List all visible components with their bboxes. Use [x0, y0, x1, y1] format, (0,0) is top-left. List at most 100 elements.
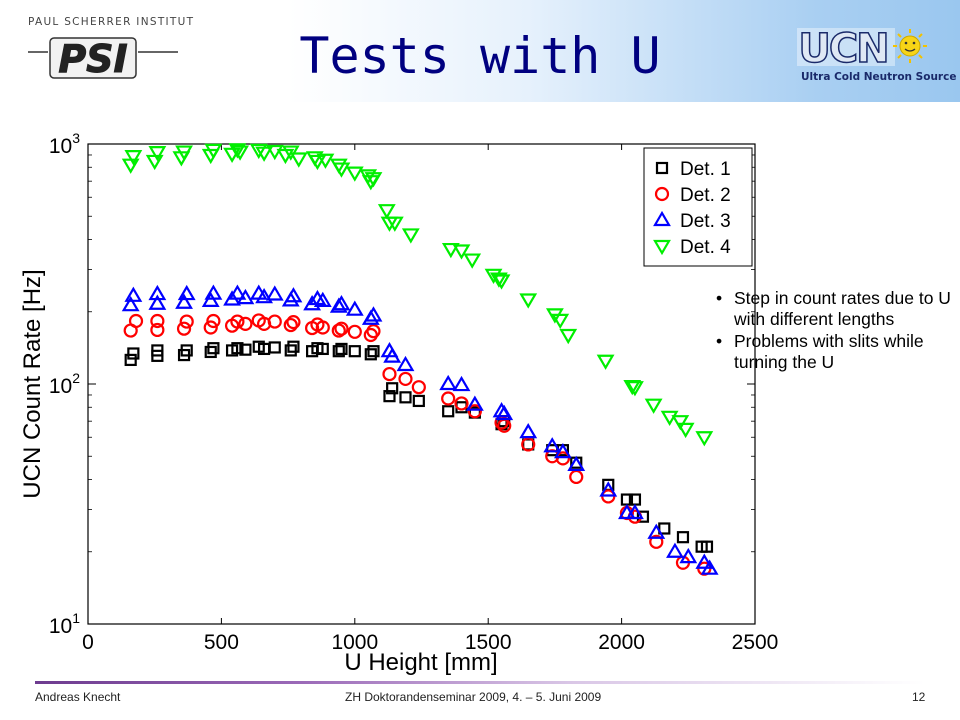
data-point — [332, 345, 345, 358]
data-point — [180, 344, 193, 357]
data-point — [495, 404, 514, 421]
data-point — [383, 390, 396, 403]
data-point — [203, 320, 218, 335]
data-point — [316, 342, 329, 356]
data-point — [412, 394, 425, 408]
data-point — [228, 284, 247, 300]
data-point — [543, 437, 562, 453]
x-tick-label: 1500 — [465, 631, 512, 654]
data-point — [345, 300, 364, 316]
ucn-rate-chart: 0 500 1000 1500 2000 2500 101 102 103 U Height … — [19, 130, 778, 676]
data-point — [366, 324, 381, 339]
data-point — [239, 343, 252, 356]
data-point — [439, 374, 458, 391]
data-point — [287, 340, 300, 353]
data-point — [452, 375, 471, 392]
data-point — [332, 162, 351, 178]
data-point — [176, 321, 192, 336]
bullet-item: • Step in count rates due to U with diff… — [712, 288, 957, 330]
data-point — [175, 145, 193, 161]
data-point — [492, 274, 511, 290]
x-tick-label: 1000 — [331, 631, 378, 654]
data-point — [679, 547, 698, 564]
x-tick-label: 2500 — [732, 631, 779, 654]
data-point — [345, 166, 364, 182]
data-point — [676, 531, 690, 544]
data-point — [452, 244, 471, 260]
data-point — [465, 395, 484, 411]
data-point — [255, 146, 274, 162]
data-point — [334, 321, 349, 336]
data-point — [313, 291, 332, 307]
data-point — [454, 396, 469, 411]
data-point — [441, 242, 460, 259]
footer-author: Andreas Knecht — [35, 690, 121, 704]
data-point — [124, 150, 143, 166]
data-point — [315, 320, 330, 335]
data-point — [308, 154, 327, 171]
data-point — [666, 542, 684, 558]
data-point — [124, 353, 137, 367]
data-point — [467, 404, 482, 419]
psi-wordmark: PSI — [28, 37, 178, 82]
data-point — [555, 451, 571, 466]
data-point — [364, 348, 377, 361]
footer-page-number: 12 — [912, 690, 926, 704]
data-point — [364, 172, 383, 188]
data-point — [148, 284, 167, 301]
data-point — [265, 285, 284, 301]
data-point — [377, 204, 396, 220]
data-point — [150, 322, 165, 338]
data-point — [348, 345, 361, 358]
data-point — [284, 344, 297, 357]
data-point — [519, 422, 538, 439]
data-point — [127, 347, 140, 360]
data-point — [695, 431, 714, 447]
data-point — [124, 286, 143, 302]
data-point — [636, 510, 650, 523]
bullet-item: • Problems with slits while turning the … — [712, 331, 957, 373]
footer-event: ZH Doktorandenseminar 2009, 4. – 5. Juni… — [345, 690, 602, 704]
data-point — [551, 313, 570, 330]
x-tick-labels: 0 500 1000 1500 2000 2500 — [82, 631, 778, 654]
axis-ticks — [87, 143, 756, 625]
ucn-caption: Ultra Cold Neutron Source — [801, 71, 957, 83]
data-point — [644, 398, 663, 414]
ucn-wordmark: UCN — [797, 25, 927, 73]
data-point — [411, 380, 426, 395]
data-point — [385, 216, 404, 232]
legend-label: Det. 3 — [680, 211, 731, 232]
data-point — [204, 143, 223, 160]
slide-title: Tests with U — [299, 27, 661, 85]
bullet-text: Step in count rates due to U with differ… — [734, 288, 951, 329]
x-tick-label: 2000 — [598, 631, 645, 654]
y-tick-label: 102 — [49, 370, 80, 398]
footer-divider — [35, 681, 925, 684]
y-tick-label: 101 — [49, 610, 80, 638]
bullet-text: Problems with slits while turning the U — [734, 331, 924, 372]
series-2 — [123, 313, 712, 576]
data-point — [367, 345, 380, 358]
data-point — [553, 442, 572, 459]
data-points — [121, 143, 719, 576]
data-point — [207, 342, 220, 355]
data-point — [230, 314, 245, 329]
data-point — [148, 146, 167, 162]
data-point — [150, 313, 165, 329]
data-point — [489, 272, 508, 288]
data-point — [335, 342, 348, 356]
data-point — [268, 341, 281, 354]
data-point — [231, 145, 249, 161]
y-tick-label: 103 — [49, 130, 80, 158]
data-point — [626, 503, 644, 520]
legend-marker — [654, 186, 670, 202]
data-point — [386, 382, 399, 395]
sun-icon — [893, 29, 927, 63]
data-point — [599, 481, 618, 497]
data-point — [265, 144, 284, 161]
data-point — [151, 344, 164, 357]
data-point — [228, 143, 247, 159]
ucn-logo: UCN Ultra Cold Neutron Source — [795, 24, 956, 88]
data-point — [700, 540, 714, 553]
data-point — [286, 315, 301, 330]
